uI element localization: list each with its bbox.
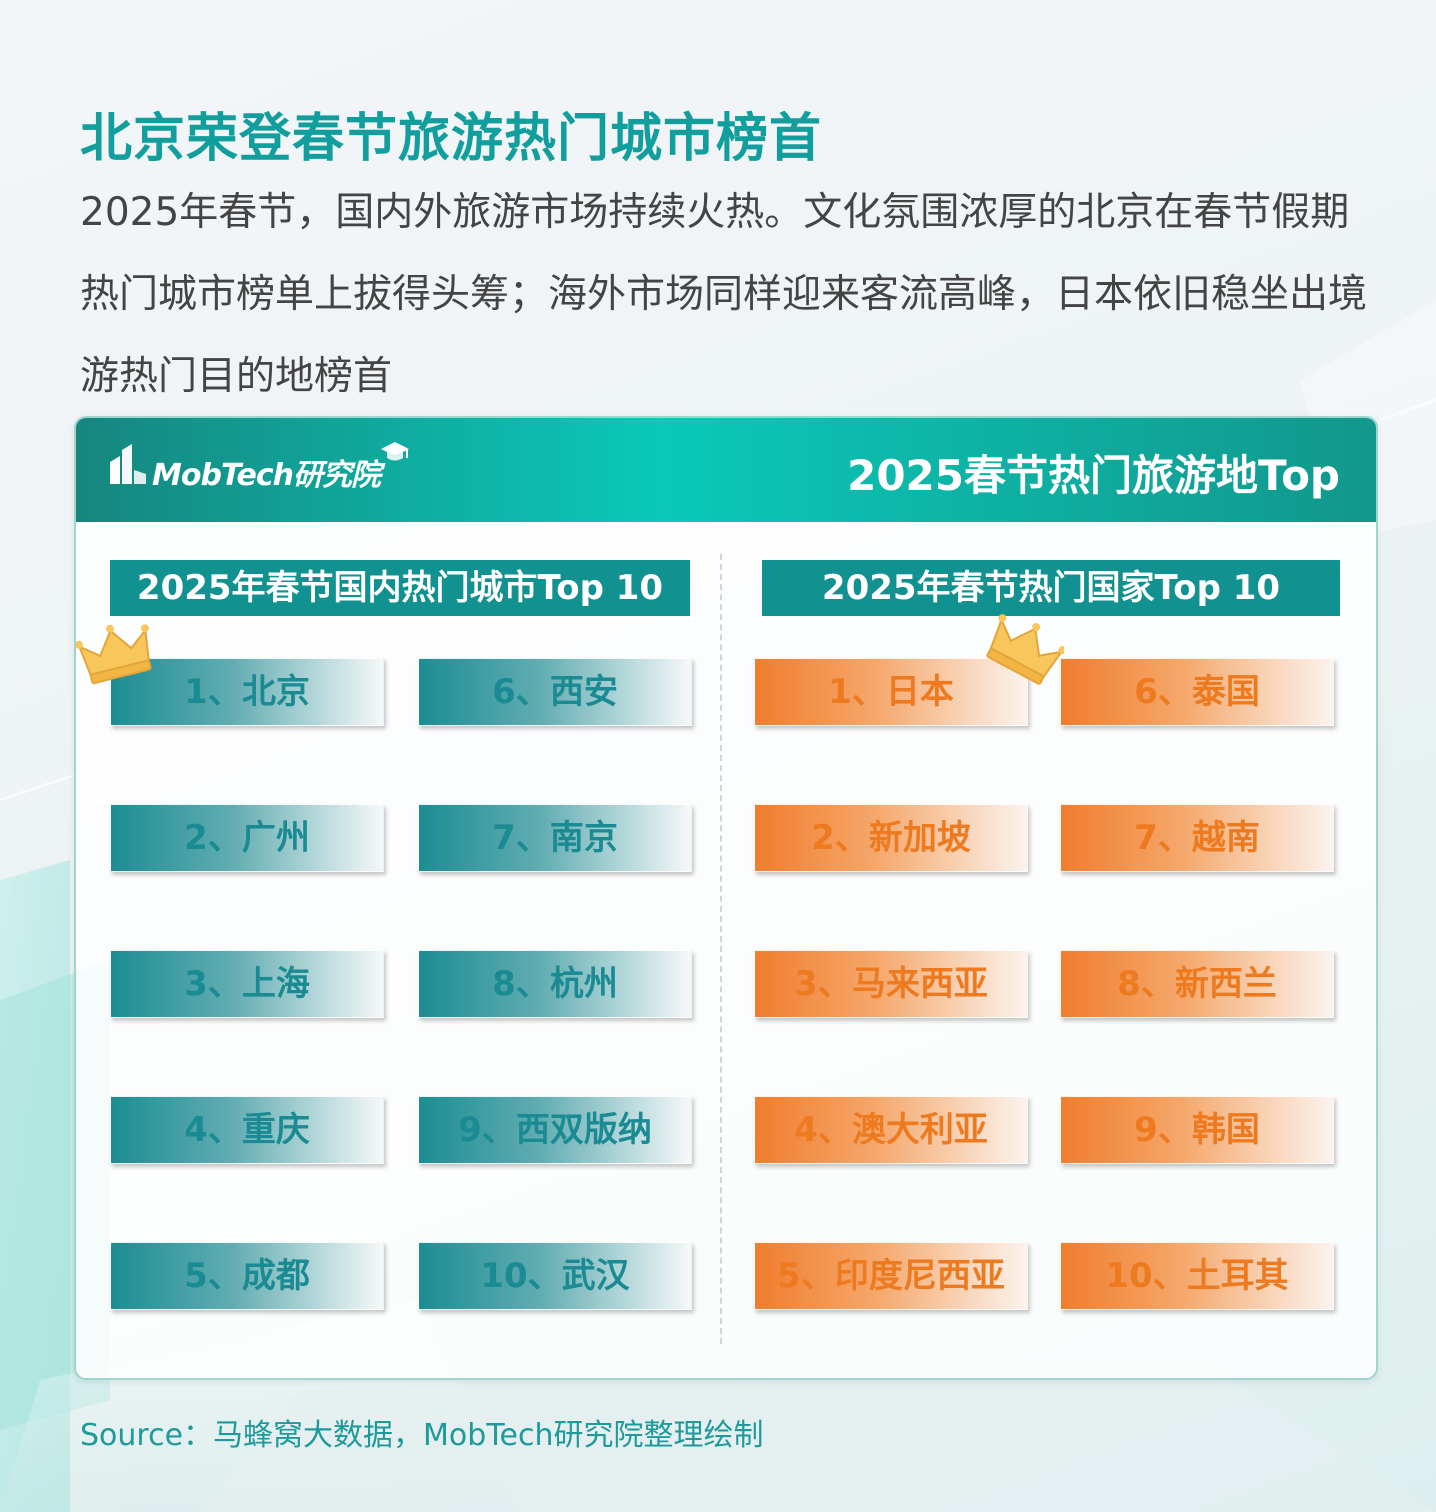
international-rank-2: 2、新加坡 — [754, 804, 1028, 872]
mobtech-logo-icon — [110, 444, 146, 484]
card-header: MobTech研究院 2025春节热门旅游地Top — [76, 418, 1376, 522]
international-rank-1: 1、日本 — [754, 658, 1028, 726]
domestic-rank-5: 5、成都 — [110, 1242, 384, 1310]
source-note: Source：马蜂窝大数据，MobTech研究院整理绘制 — [80, 1418, 764, 1453]
crown-icon — [986, 614, 1064, 685]
domestic-rank-3: 3、上海 — [110, 950, 384, 1018]
international-rank-4: 4、澳大利亚 — [754, 1096, 1028, 1164]
international-rank-9: 9、韩国 — [1060, 1096, 1334, 1164]
domestic-rank-7: 7、南京 — [418, 804, 692, 872]
header-title: 2025春节热门旅游地Top — [847, 451, 1340, 500]
column-divider — [720, 554, 722, 1344]
international-rank-7: 7、越南 — [1060, 804, 1334, 872]
ranking-card: MobTech研究院 2025春节热门旅游地Top 2025年春节国内热门城市T… — [74, 416, 1378, 1380]
international-section-label: 2025年春节热门国家Top 10 — [762, 560, 1340, 616]
domestic-rank-10: 10、武汉 — [418, 1242, 692, 1310]
international-rank-6: 6、泰国 — [1060, 658, 1334, 726]
logo-text: MobTech研究院 — [152, 458, 381, 493]
page-title: 北京荣登春节旅游热门城市榜首 — [80, 109, 823, 169]
domestic-rank-2: 2、广州 — [110, 804, 384, 872]
domestic-rank-9: 9、西双版纳 — [418, 1096, 692, 1164]
crown-icon — [76, 624, 152, 685]
international-rank-3: 3、马来西亚 — [754, 950, 1028, 1018]
domestic-rank-8: 8、杭州 — [418, 950, 692, 1018]
logo: MobTech研究院 — [106, 440, 409, 500]
graduation-cap-icon — [381, 442, 409, 461]
domestic-rank-1: 1、北京 — [110, 658, 384, 726]
domestic-section-label: 2025年春节国内热门城市Top 10 — [110, 560, 690, 616]
intro-paragraph: 2025年春节，国内外旅游市场持续火热。文化氛围浓厚的北京在春节假期热门城市榜单… — [80, 190, 1368, 399]
domestic-rank-6: 6、西安 — [418, 658, 692, 726]
domestic-rank-4: 4、重庆 — [110, 1096, 384, 1164]
international-rank-8: 8、新西兰 — [1060, 950, 1334, 1018]
international-rank-5: 5、印度尼西亚 — [754, 1242, 1028, 1310]
international-rank-10: 10、土耳其 — [1060, 1242, 1334, 1310]
